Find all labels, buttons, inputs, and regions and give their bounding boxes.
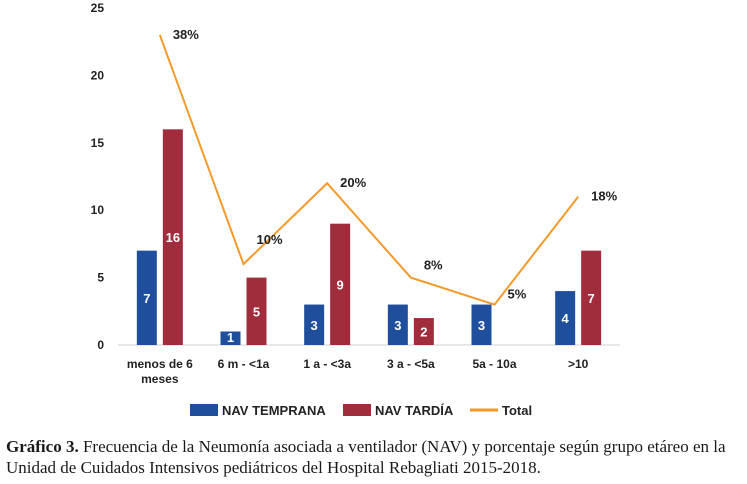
bar-value-label: 2	[420, 325, 427, 340]
line-point-label: 18%	[591, 189, 617, 204]
legend-label: NAV TARDÍA	[375, 403, 454, 418]
bar-value-label: 4	[562, 311, 570, 326]
legend-swatch	[343, 404, 371, 416]
x-tick-label: menos de 6	[127, 357, 193, 371]
bar	[330, 223, 351, 345]
bar	[413, 318, 434, 345]
bar-value-label: 16	[166, 230, 180, 245]
x-tick-label: 3 a - <5a	[387, 357, 435, 371]
bar	[162, 129, 183, 345]
x-tick-label: 1 a - <3a	[303, 357, 351, 371]
y-tick-label: 0	[97, 338, 104, 352]
bar	[304, 304, 325, 345]
line-point-label: 10%	[257, 232, 283, 247]
bar-value-label: 1	[227, 330, 234, 345]
line-point-label: 5%	[508, 287, 527, 302]
bar	[220, 331, 241, 345]
y-tick-label: 10	[91, 203, 105, 217]
x-tick-label: >10	[568, 357, 589, 371]
legend-label: Total	[502, 403, 532, 418]
caption-text: Frecuencia de la Neumonía asociada a ven…	[6, 437, 726, 477]
bar	[555, 291, 576, 345]
bar-value-label: 3	[311, 318, 318, 333]
bar-value-label: 5	[253, 304, 260, 319]
bar-value-label: 7	[588, 291, 595, 306]
x-tick-label: 5a - 10a	[472, 357, 516, 371]
x-tick-label: 6 m - <1a	[218, 357, 270, 371]
bar-value-label: 9	[337, 277, 344, 292]
bar	[471, 304, 492, 345]
caption-label: Gráfico 3.	[6, 437, 79, 456]
y-tick-label: 20	[91, 68, 105, 82]
legend-label: NAV TEMPRANA	[222, 403, 326, 418]
bar-value-label: 3	[478, 318, 485, 333]
line-point-label: 8%	[424, 258, 443, 273]
y-tick-label: 5	[97, 271, 104, 285]
line-point-label: 20%	[340, 175, 366, 190]
y-tick-label: 15	[91, 136, 105, 150]
line-point-label: 38%	[173, 27, 199, 42]
bar	[246, 277, 267, 345]
bar	[581, 250, 602, 345]
bar	[136, 250, 157, 345]
x-tick-label: meses	[141, 372, 179, 386]
figure-caption: Gráfico 3. Frecuencia de la Neumonía aso…	[6, 436, 746, 478]
y-tick-label: 25	[91, 1, 105, 15]
bar-value-label: 3	[394, 318, 401, 333]
legend-swatch	[190, 404, 218, 416]
total-line	[158, 34, 579, 306]
bar	[387, 304, 408, 345]
bar-value-label: 7	[143, 291, 150, 306]
